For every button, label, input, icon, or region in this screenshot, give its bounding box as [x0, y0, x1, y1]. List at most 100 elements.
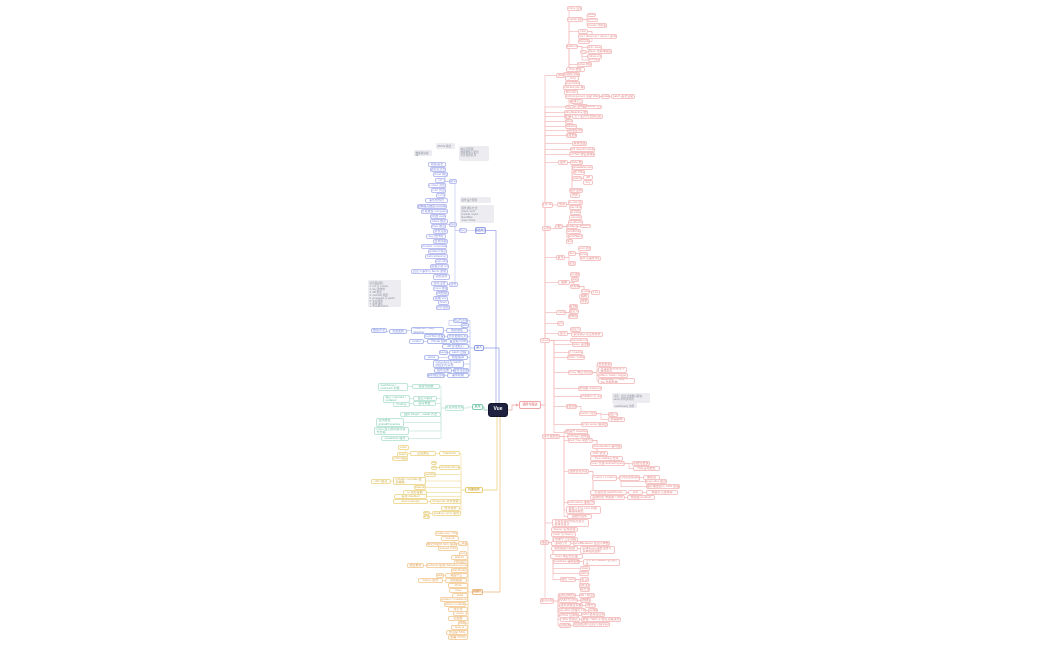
- topic-node[interactable]: Suspense 异步依赖: [430, 499, 461, 504]
- topic-node[interactable]: LRU 缓存: [371, 479, 391, 484]
- note-card[interactable]: MVVM 模式: [436, 143, 455, 149]
- topic-node[interactable]: 组件注册: [434, 368, 452, 373]
- topic-node[interactable]: binding: [393, 402, 410, 407]
- topic-node[interactable]: getter: [461, 323, 469, 328]
- topic-node[interactable]: 性能优化手段: [568, 469, 589, 474]
- topic-node[interactable]: v-once / v-memo: [592, 475, 617, 481]
- topic-node[interactable]: 函数式组件: [567, 514, 592, 519]
- topic-node[interactable]: Router 实现原理: [551, 527, 578, 532]
- topic-node[interactable]: 组件 VNode: [573, 170, 585, 175]
- topic-node[interactable]: 命名空间: [580, 577, 589, 582]
- topic-node[interactable]: 作用域: [570, 284, 580, 289]
- topic-node[interactable]: 实例: [542, 226, 551, 231]
- topic-node[interactable]: 预加载 prefetch: [627, 495, 655, 500]
- topic-node[interactable]: hash: [436, 573, 444, 578]
- topic-node[interactable]: TransitionGroup: [439, 465, 460, 470]
- topic-node[interactable]: mapState 辅助函数: [553, 559, 580, 564]
- topic-node[interactable]: computed 与 watch 的区别与实现: [433, 360, 464, 368]
- topic-node[interactable]: 预渲染 SSG: [446, 630, 468, 635]
- topic-node[interactable]: 异步组件: [441, 506, 460, 511]
- topic-node[interactable]: watchEffect 与 watch: [580, 394, 602, 399]
- topic-node[interactable]: move: [431, 466, 437, 470]
- note-card[interactable]: 数据驱动视图: [414, 150, 432, 156]
- topic-node[interactable]: gzip: [628, 490, 643, 495]
- topic-node[interactable]: nextTick 微任务降级: [569, 152, 595, 157]
- topic-node[interactable]: 路由守卫: [445, 573, 468, 578]
- topic-node[interactable]: $off 与事件中心: [580, 256, 601, 261]
- topic-node[interactable]: 按需引入组件库: [646, 490, 678, 495]
- topic-node[interactable]: Tree-shaking 支持: [590, 456, 623, 461]
- topic-node[interactable]: v-bind 绑定: [433, 172, 448, 177]
- topic-node[interactable]: 编译与性能优化: [542, 434, 560, 439]
- topic-node[interactable]: $el: [566, 239, 573, 244]
- topic-node[interactable]: effect / track / trigger: [598, 373, 628, 378]
- topic-node[interactable]: actions / modules: [444, 602, 466, 607]
- topic-node[interactable]: 图片懒加载与 CDN 加速: [646, 484, 680, 489]
- topic-node[interactable]: 拦截器: [448, 616, 468, 621]
- branch-root[interactable]: 复用: [472, 404, 483, 410]
- topic-node[interactable]: state: [580, 566, 590, 571]
- topic-node[interactable]: 权限控制: [559, 623, 571, 628]
- branch-root[interactable]: 进阶与面试: [519, 401, 541, 409]
- topic-node[interactable]: 超时: [423, 511, 430, 515]
- topic-node[interactable]: createElement: [572, 165, 593, 170]
- topic-node[interactable]: key 的作用: [426, 234, 446, 239]
- topic-node[interactable]: Pinia: [448, 583, 468, 588]
- topic-node[interactable]: 部署 CI/CD: [448, 635, 468, 640]
- topic-node[interactable]: SSR 优化: [590, 451, 608, 456]
- topic-node[interactable]: script setup 编译宏: [581, 422, 608, 427]
- topic-node[interactable]: 语法糖: [569, 304, 578, 309]
- topic-node[interactable]: watch deep/immediate: [570, 147, 595, 152]
- topic-node[interactable]: create-vue / Vite: [435, 531, 458, 536]
- topic-node[interactable]: loading / error 组件: [432, 511, 461, 516]
- topic-node[interactable]: 动态路由: [445, 578, 467, 583]
- topic-node[interactable]: 动态路由与权限: [551, 546, 578, 551]
- topic-node[interactable]: 异步更新: [436, 305, 450, 310]
- topic-node[interactable]: v-if: [435, 178, 445, 183]
- topic-node[interactable]: 数组: [564, 114, 571, 119]
- note-card[interactable]: 常见面试题： 1. v-if 与 v-show 2. key 的作用 3. di…: [368, 280, 401, 307]
- topic-node[interactable]: Transition: [439, 451, 460, 456]
- topic-node[interactable]: parse: [424, 355, 439, 360]
- topic-node[interactable]: tag: [431, 461, 437, 465]
- topic-node[interactable]: 模板编译: [448, 355, 468, 360]
- topic-node[interactable]: 路由: [540, 540, 549, 545]
- topic-node[interactable]: $on: [568, 251, 576, 256]
- topic-node[interactable]: 模板语法: [428, 162, 446, 167]
- topic-node[interactable]: 具名: [571, 277, 579, 282]
- topic-node[interactable]: 插件 Plugin：install 方法: [400, 412, 441, 417]
- topic-node[interactable]: 模板引用 ref: [430, 264, 449, 269]
- topic-node[interactable]: 全局 API: [542, 202, 553, 208]
- topic-node[interactable]: nextTick 原理: [424, 334, 445, 339]
- topic-node[interactable]: enter: [398, 445, 409, 450]
- topic-node[interactable]: sync: [557, 321, 564, 326]
- topic-node[interactable]: 入口: [580, 50, 587, 54]
- topic-node[interactable]: 计算属性 computed: [421, 209, 448, 214]
- topic-node[interactable]: 默认插槽: [570, 272, 580, 277]
- topic-node[interactable]: compiler 模块: [567, 17, 583, 22]
- topic-node[interactable]: Vuex 响应式原理: [550, 554, 583, 559]
- topic-node[interactable]: 计算属性缓存: [572, 141, 587, 146]
- topic-node[interactable]: hash 与 history: [551, 532, 576, 537]
- topic-node[interactable]: 滚动行为: [551, 541, 571, 546]
- topic-node[interactable]: getters / mutations: [440, 597, 468, 602]
- topic-node[interactable]: Vue.component: [569, 215, 582, 220]
- topic-node[interactable]: getter: [579, 571, 589, 576]
- topic-node[interactable]: 核心: [459, 228, 467, 233]
- topic-node[interactable]: 避免 v-if 与 v-for 同用等编码规范: [566, 506, 601, 514]
- topic-node[interactable]: 双向绑定: [580, 598, 591, 603]
- topic-node[interactable]: cacheHandlers 事件缓存: [592, 444, 622, 449]
- topic-node[interactable]: 修饰符: [568, 314, 578, 319]
- topic-node[interactable]: mixin 混入的问题与替代方案: [374, 427, 409, 435]
- topic-node[interactable]: 指令: [558, 331, 568, 336]
- topic-node[interactable]: MVVM 与 MVC: [558, 598, 578, 603]
- topic-node[interactable]: props 校验: [433, 286, 448, 291]
- topic-node[interactable]: patch 首次渲染: [611, 94, 635, 99]
- central-topic[interactable]: Vue: [488, 403, 508, 417]
- topic-node[interactable]: 惰性依赖: [597, 362, 612, 367]
- topic-node[interactable]: 自定义指令: [413, 396, 437, 401]
- topic-node[interactable]: Rollup 构建: [577, 62, 592, 67]
- topic-node[interactable]: diff: [583, 175, 593, 180]
- topic-node[interactable]: useMouse / useFetch 封装: [378, 383, 408, 391]
- topic-node[interactable]: setup 语法糖: [572, 342, 590, 347]
